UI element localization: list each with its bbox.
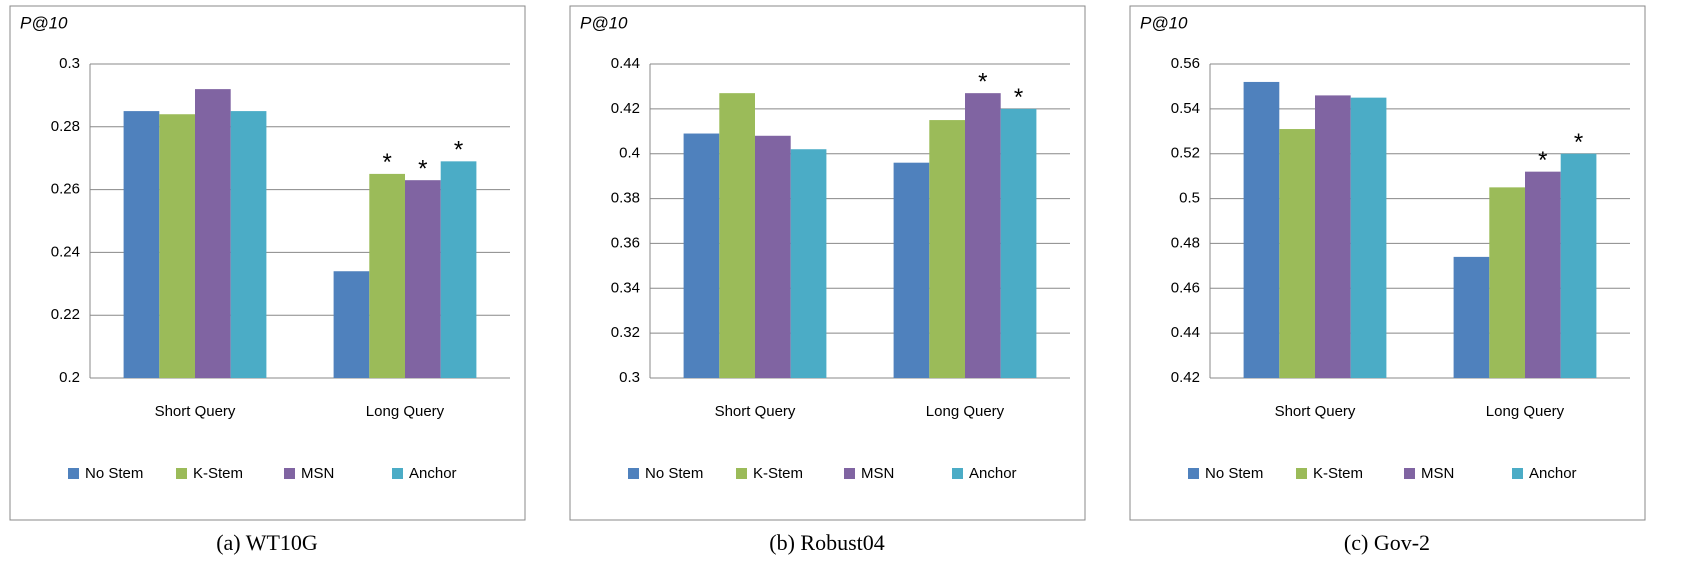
significance-marker: * bbox=[1574, 129, 1583, 156]
y-tick-label: 0.38 bbox=[611, 190, 640, 207]
bar bbox=[1525, 171, 1561, 378]
y-tick-label: 0.52 bbox=[1171, 145, 1200, 162]
bar bbox=[123, 111, 160, 378]
legend-swatch bbox=[68, 468, 79, 479]
bar bbox=[1243, 81, 1280, 378]
bar bbox=[929, 120, 965, 379]
legend-swatch bbox=[736, 468, 747, 479]
y-tick-label: 0.22 bbox=[51, 306, 80, 323]
y-tick-label: 0.28 bbox=[51, 118, 80, 135]
y-tick-label: 0.46 bbox=[1171, 279, 1200, 296]
legend-swatch bbox=[1404, 468, 1415, 479]
y-axis-label: P@10 bbox=[20, 13, 68, 32]
legend-label: Anchor bbox=[969, 465, 1017, 482]
bar bbox=[369, 173, 405, 378]
legend-swatch bbox=[1512, 468, 1523, 479]
caption: (c) Gov-2 bbox=[1344, 530, 1430, 555]
legend-swatch bbox=[952, 468, 963, 479]
legend-label: K-Stem bbox=[1313, 465, 1363, 482]
bar bbox=[333, 271, 370, 378]
y-tick-label: 0.56 bbox=[1171, 55, 1200, 72]
bar bbox=[230, 111, 267, 378]
bar bbox=[1279, 129, 1315, 378]
legend-label: No Stem bbox=[645, 465, 703, 482]
y-tick-label: 0.2 bbox=[59, 369, 80, 386]
legend-label: MSN bbox=[861, 465, 894, 482]
bar bbox=[755, 135, 791, 378]
bar bbox=[790, 149, 827, 378]
y-tick-label: 0.36 bbox=[611, 234, 640, 251]
y-tick-label: 0.42 bbox=[1171, 369, 1200, 386]
legend-label: Anchor bbox=[1529, 465, 1577, 482]
significance-marker: * bbox=[1014, 84, 1023, 111]
significance-marker: * bbox=[454, 137, 463, 164]
caption: (a) WT10G bbox=[216, 530, 318, 555]
y-tick-label: 0.44 bbox=[1171, 324, 1200, 341]
bar bbox=[405, 180, 441, 378]
y-tick-label: 0.5 bbox=[1179, 190, 1200, 207]
significance-marker: * bbox=[978, 69, 987, 96]
y-tick-label: 0.48 bbox=[1171, 234, 1200, 251]
legend-label: MSN bbox=[301, 465, 334, 482]
y-tick-label: 0.4 bbox=[619, 145, 640, 162]
legend-swatch bbox=[628, 468, 639, 479]
legend-label: No Stem bbox=[85, 465, 143, 482]
bar bbox=[965, 93, 1001, 379]
bar bbox=[1489, 187, 1525, 378]
y-axis-label: P@10 bbox=[580, 13, 628, 32]
legend-label: No Stem bbox=[1205, 465, 1263, 482]
significance-marker: * bbox=[1538, 147, 1547, 174]
bar bbox=[195, 89, 231, 379]
caption: (b) Robust04 bbox=[769, 530, 885, 555]
legend-swatch bbox=[1188, 468, 1199, 479]
bar bbox=[440, 161, 477, 378]
y-tick-label: 0.54 bbox=[1171, 100, 1200, 117]
y-tick-label: 0.34 bbox=[611, 279, 640, 296]
bar bbox=[1000, 108, 1037, 378]
bar bbox=[893, 162, 930, 378]
y-tick-label: 0.32 bbox=[611, 324, 640, 341]
y-tick-label: 0.3 bbox=[59, 55, 80, 72]
significance-marker: * bbox=[418, 156, 427, 183]
x-tick-label: Long Query bbox=[1486, 403, 1565, 420]
bar bbox=[683, 133, 720, 378]
y-tick-label: 0.44 bbox=[611, 55, 640, 72]
legend-label: Anchor bbox=[409, 465, 457, 482]
bar bbox=[1350, 97, 1387, 379]
bar bbox=[1453, 256, 1490, 378]
y-axis-label: P@10 bbox=[1140, 13, 1188, 32]
legend-swatch bbox=[844, 468, 855, 479]
bar bbox=[1315, 95, 1351, 379]
legend-label: MSN bbox=[1421, 465, 1454, 482]
x-tick-label: Long Query bbox=[366, 403, 445, 420]
bar bbox=[719, 93, 755, 379]
y-tick-label: 0.26 bbox=[51, 181, 80, 198]
bar bbox=[159, 114, 195, 379]
legend-label: K-Stem bbox=[193, 465, 243, 482]
legend-label: K-Stem bbox=[753, 465, 803, 482]
y-tick-label: 0.3 bbox=[619, 369, 640, 386]
x-tick-label: Short Query bbox=[1275, 403, 1356, 420]
legend-swatch bbox=[392, 468, 403, 479]
bar bbox=[1560, 153, 1597, 378]
legend-swatch bbox=[176, 468, 187, 479]
legend-swatch bbox=[1296, 468, 1307, 479]
legend-swatch bbox=[284, 468, 295, 479]
y-tick-label: 0.42 bbox=[611, 100, 640, 117]
y-tick-label: 0.24 bbox=[51, 243, 80, 260]
significance-marker: * bbox=[382, 149, 391, 176]
x-tick-label: Short Query bbox=[155, 403, 236, 420]
x-tick-label: Long Query bbox=[926, 403, 1005, 420]
x-tick-label: Short Query bbox=[715, 403, 796, 420]
